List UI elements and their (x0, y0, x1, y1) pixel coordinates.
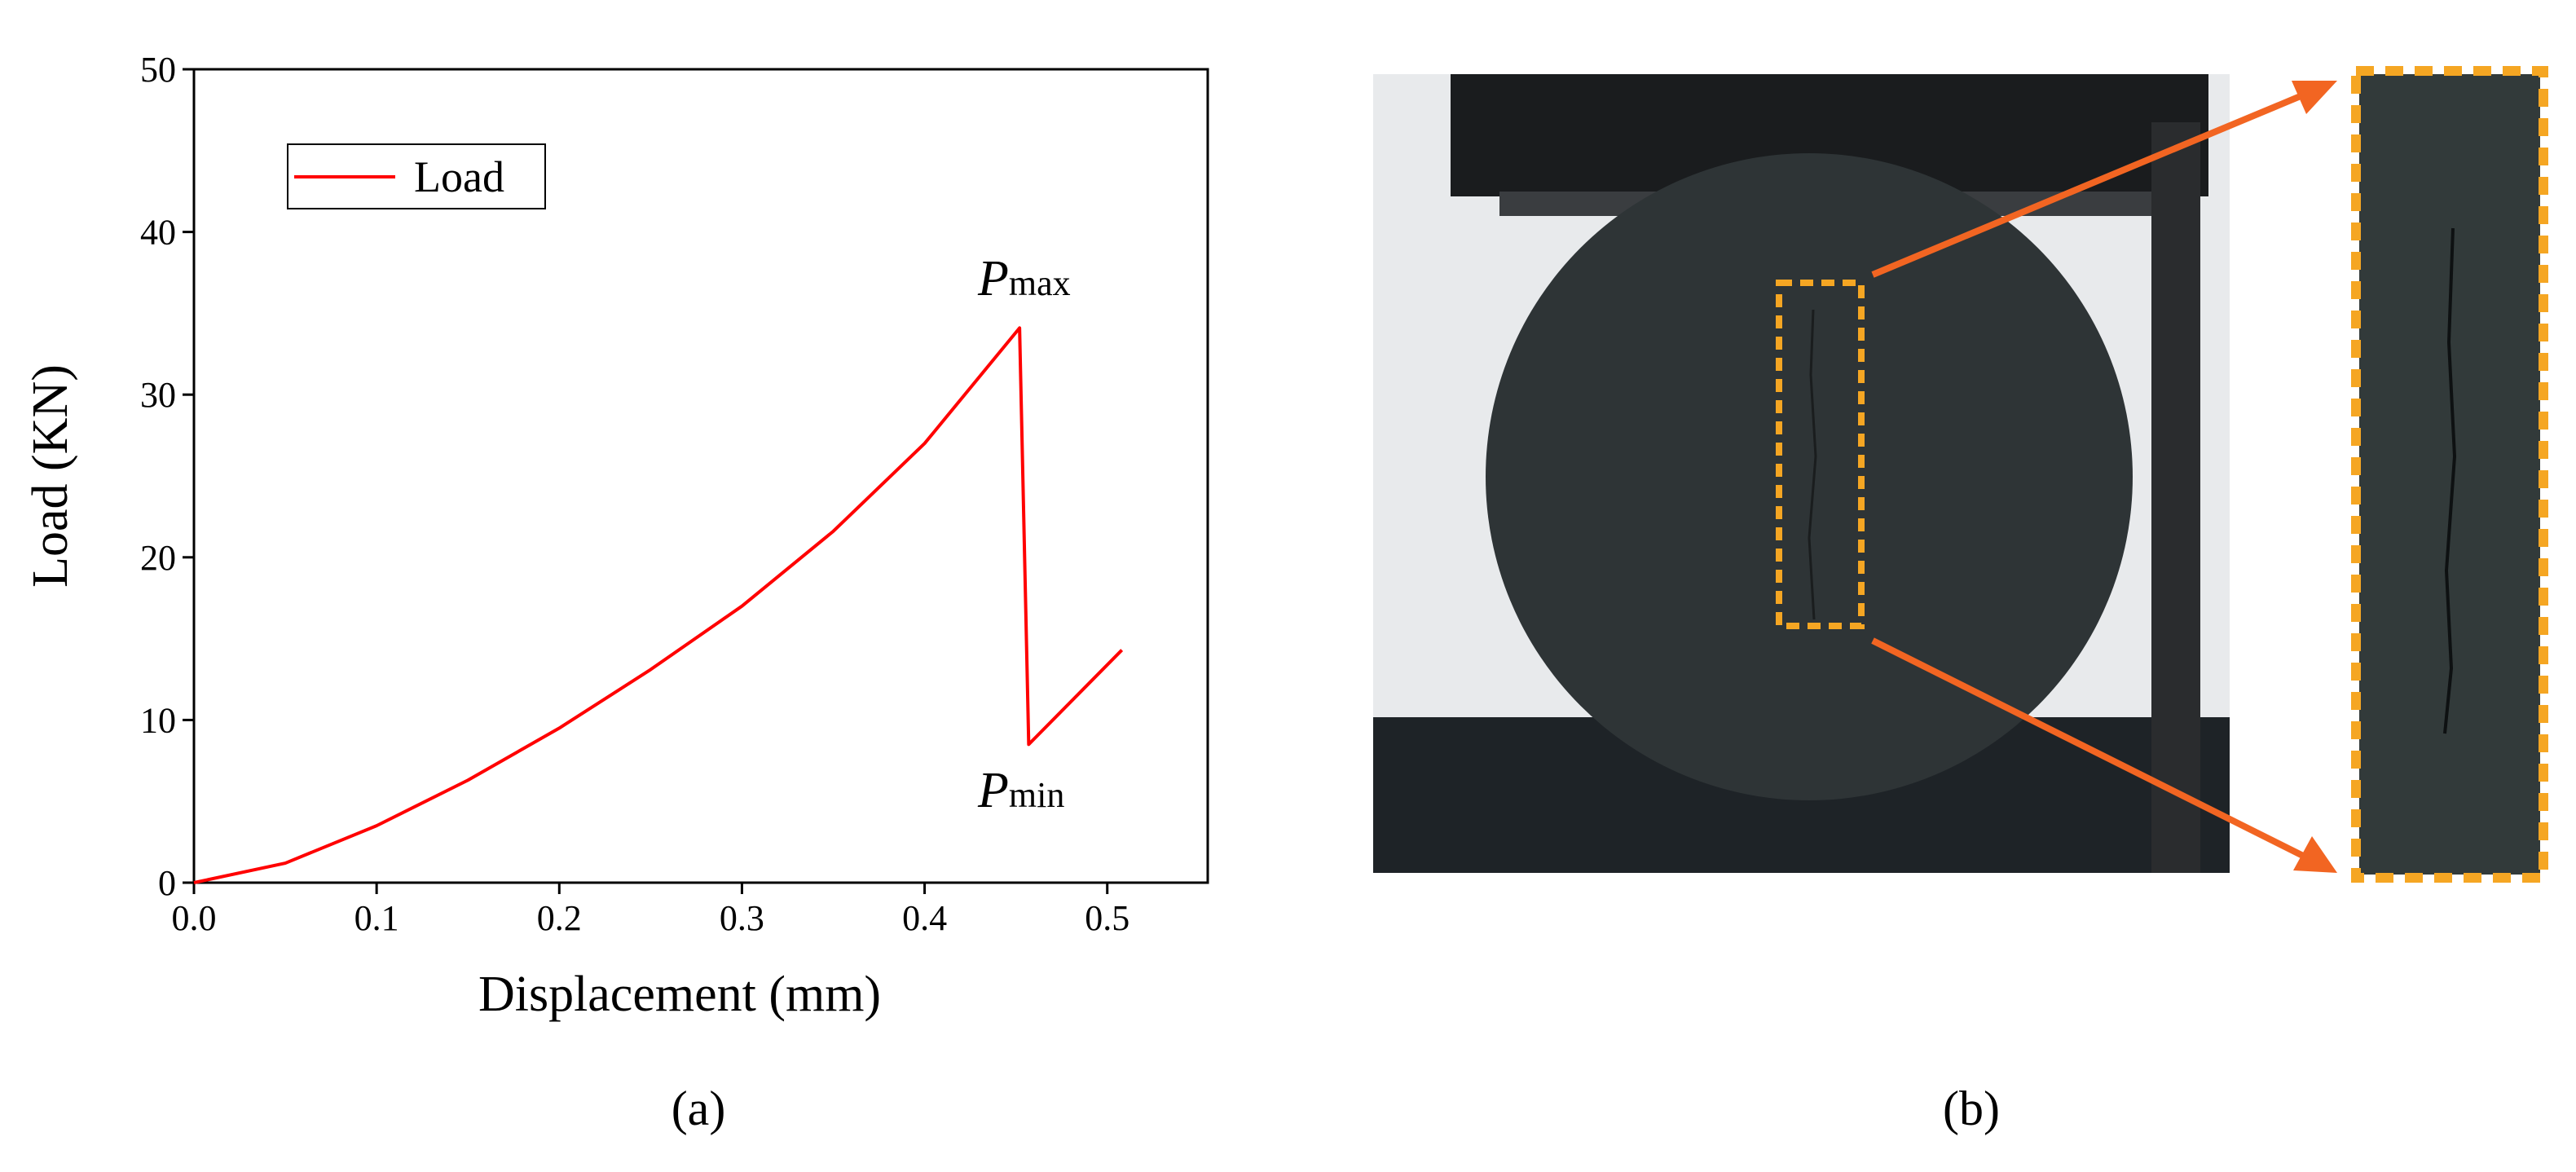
y-tick-label: 0 (158, 863, 176, 903)
arrow (1871, 90, 2308, 278)
photo (1373, 66, 2548, 883)
annotation-main: P (977, 763, 1009, 818)
y-tick-label: 40 (140, 213, 176, 253)
caption: (b) (1943, 1082, 2000, 1135)
rod (2151, 122, 2200, 873)
zoom-panel (2359, 74, 2540, 875)
x-axis-label: Displacement (mm) (478, 967, 881, 1022)
annotation: Pmin (977, 763, 1064, 818)
annotation: Pmax (977, 251, 1071, 306)
arrow-head (2292, 81, 2337, 114)
crack (1808, 309, 1817, 620)
y-tick-label: 20 (140, 538, 176, 578)
x-tick-label: 0.1 (354, 898, 399, 938)
x-tick-label: 0.2 (537, 898, 582, 938)
plot-frame (192, 68, 1209, 884)
y-tick-label: 30 (140, 375, 176, 415)
annotation-sub: min (1009, 775, 1064, 815)
arrow-head (2293, 836, 2337, 873)
x-tick-label: 0.0 (172, 898, 217, 938)
zoom-box (1776, 280, 1865, 629)
x-tick-label: 0.3 (720, 898, 764, 938)
x-tick-label: 0.5 (1085, 898, 1129, 938)
specimen (1486, 153, 2133, 800)
crack (2443, 227, 2457, 734)
annotation-sub: max (1009, 263, 1071, 303)
legend-box (287, 143, 546, 209)
y-tick-label: 10 (140, 700, 176, 740)
arrow (1871, 637, 2308, 861)
legend-label: Load (414, 152, 504, 201)
y-axis-label: Load (KN) (23, 364, 78, 588)
y-tick-label: 50 (140, 50, 176, 90)
line (193, 326, 1124, 884)
caption: (a) (672, 1082, 726, 1135)
zoom-border (2351, 66, 2548, 883)
annotation-main: P (977, 251, 1009, 306)
x-tick-label: 0.4 (902, 898, 947, 938)
